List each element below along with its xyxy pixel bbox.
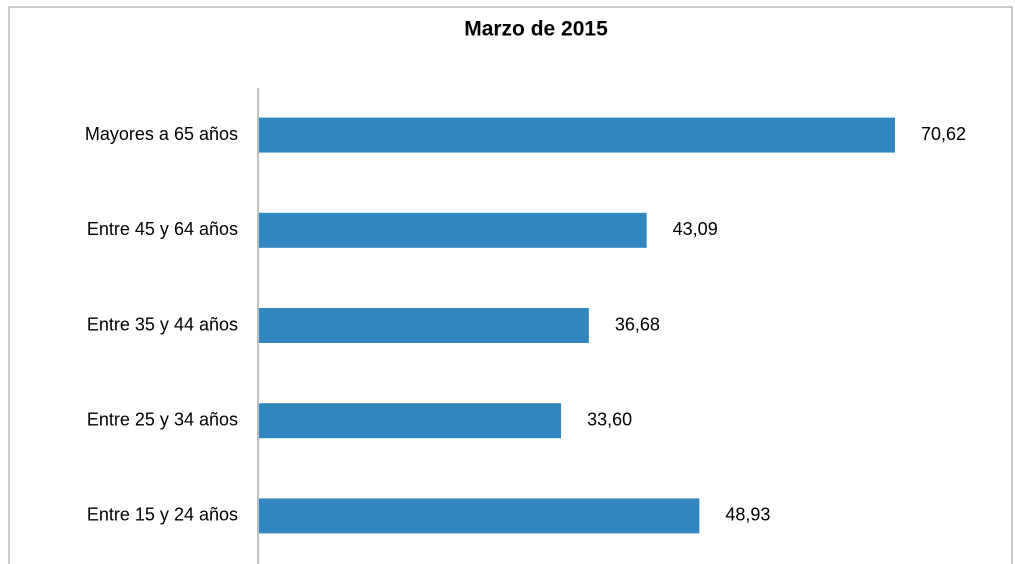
y-tick-label: Mayores a 65 años xyxy=(85,124,238,144)
bar xyxy=(258,498,700,534)
y-tick-label: Entre 35 y 44 años xyxy=(87,314,238,334)
bar xyxy=(258,117,895,153)
data-label: 43,09 xyxy=(673,219,718,239)
chart-title: Marzo de 2015 xyxy=(464,18,608,41)
data-label: 70,62 xyxy=(921,124,966,144)
data-label: 36,68 xyxy=(615,314,660,334)
bar xyxy=(258,212,647,248)
bar xyxy=(258,403,562,439)
bar xyxy=(258,308,589,343)
y-tick-label: Entre 45 y 64 años xyxy=(87,219,238,239)
data-label: 48,93 xyxy=(725,505,770,525)
data-label: 33,60 xyxy=(587,409,632,429)
chart-frame xyxy=(8,6,1013,564)
y-tick-label: Entre 15 y 24 años xyxy=(87,505,238,525)
y-tick-label: Entre 25 y 34 años xyxy=(87,409,238,429)
